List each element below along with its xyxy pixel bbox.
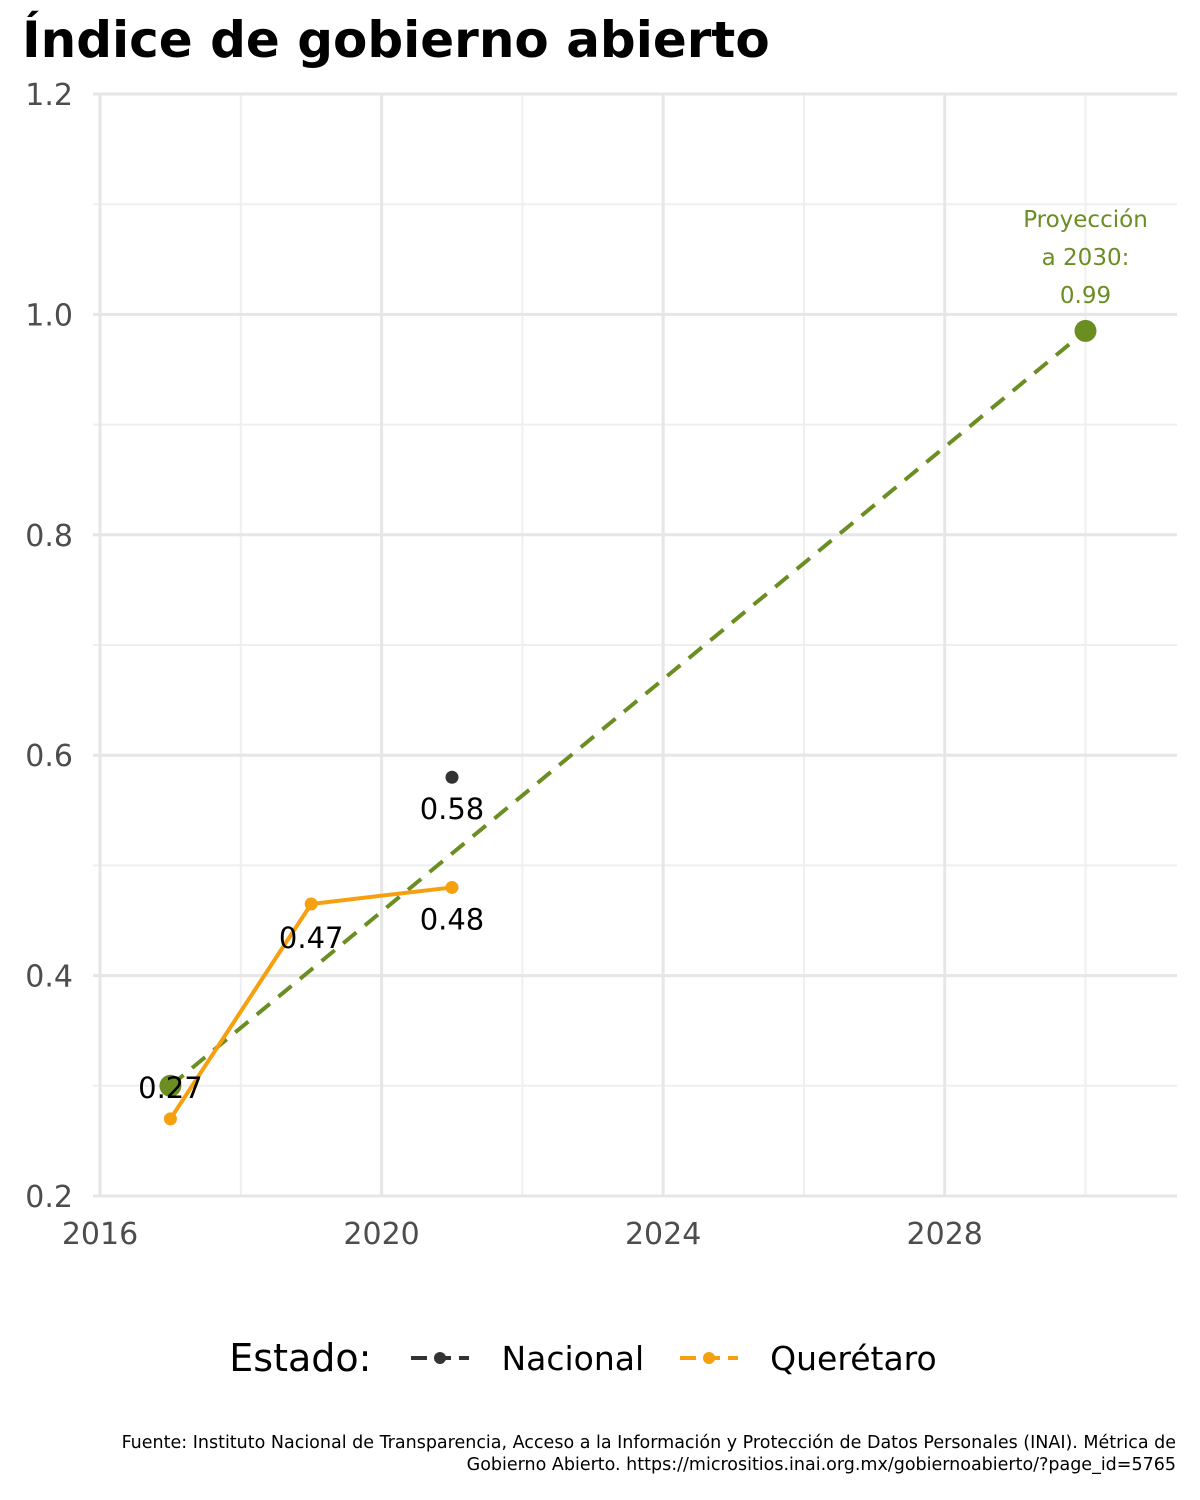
projection-annotation-line: a 2030: — [1042, 245, 1130, 271]
projection-start-point — [159, 1074, 182, 1097]
projection-annotation-line: 0.99 — [1060, 283, 1111, 309]
legend: Estado: Nacional Querétaro — [0, 1330, 1200, 1386]
minor-gridlines — [93, 94, 1177, 1196]
y-tick-label: 0.6 — [25, 739, 73, 774]
projection-annotation-line: Proyección — [1023, 207, 1148, 233]
y-axis: 0.2 0.4 0.6 0.8 1.0 1.2 — [25, 78, 73, 1215]
projection-layer: Proyección a 2030: 0.99 — [159, 207, 1148, 1097]
legend-item-nacional: Nacional — [409, 1339, 644, 1378]
data-label-queretaro: 0.27 — [138, 1071, 203, 1105]
x-axis: 2016 2020 2024 2028 — [62, 1217, 983, 1252]
legend-label-nacional: Nacional — [501, 1338, 645, 1378]
source-caption: Fuente: Instituto Nacional de Transparen… — [26, 1432, 1176, 1476]
line-chart: 0.2 0.4 0.6 0.8 1.0 1.2 2016 2020 2024 2028 Proy… — [25, 78, 1177, 1252]
data-label-nacional: 0.58 — [420, 792, 485, 826]
projection-annotation: Proyección a 2030: 0.99 — [1023, 207, 1148, 309]
x-tick-label: 2024 — [625, 1217, 701, 1252]
data-label-queretaro: 0.48 — [420, 902, 485, 936]
series-layer — [163, 770, 459, 1126]
caption-line-1: Fuente: Instituto Nacional de Transparen… — [121, 1433, 1176, 1453]
data-point-queretaro — [304, 897, 318, 911]
data-labels: 0.58 0.27 0.47 0.48 — [138, 792, 484, 1105]
legend-title: Estado: — [229, 1336, 372, 1380]
data-point-queretaro — [445, 880, 459, 894]
y-tick-label: 0.4 — [25, 960, 73, 995]
legend-label-queretaro: Querétaro — [770, 1338, 937, 1378]
major-gridlines — [93, 92, 1177, 1198]
y-tick-label: 0.8 — [25, 519, 73, 554]
y-tick-label: 0.2 — [25, 1180, 73, 1215]
legend-key-queretaro — [680, 1352, 739, 1364]
legend-key-nacional — [411, 1352, 470, 1364]
x-tick-label: 2016 — [62, 1217, 138, 1252]
data-label-queretaro: 0.47 — [279, 921, 344, 955]
x-tick-label: 2020 — [343, 1217, 419, 1252]
caption-line-2: Gobierno Abierto. https://micrositios.in… — [466, 1455, 1176, 1475]
x-tick-label: 2028 — [907, 1217, 983, 1252]
legend-item-queretaro: Querétaro — [678, 1339, 937, 1378]
projection-line — [169, 329, 1087, 1088]
data-point-queretaro — [163, 1112, 177, 1126]
y-tick-label: 1.2 — [25, 78, 73, 113]
y-tick-label: 1.0 — [25, 298, 73, 333]
data-point-nacional — [445, 770, 459, 784]
projection-end-point — [1074, 319, 1097, 342]
chart-title: Índice de gobierno abierto — [22, 11, 770, 69]
